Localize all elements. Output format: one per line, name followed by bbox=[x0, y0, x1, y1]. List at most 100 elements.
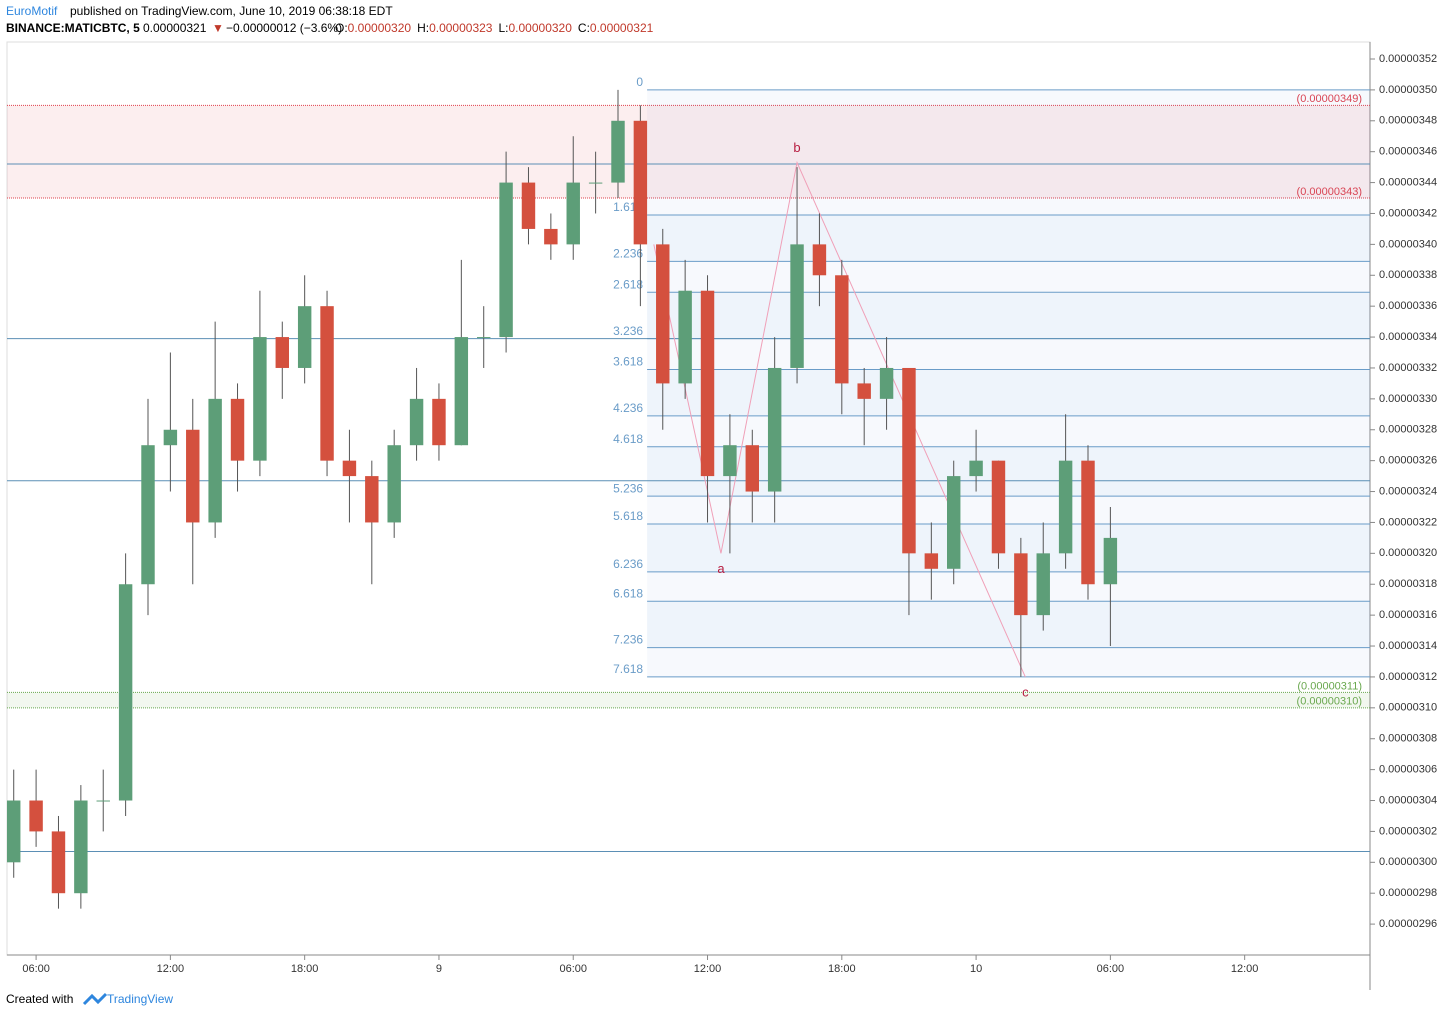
candle-body bbox=[230, 398, 245, 461]
fib-label: 6.236 bbox=[613, 557, 643, 571]
candle-body bbox=[857, 383, 871, 399]
wave-label: b bbox=[793, 140, 800, 155]
candle-body bbox=[879, 367, 894, 399]
fib-band bbox=[647, 523, 1370, 572]
down-arrow: ▼ bbox=[212, 21, 224, 35]
candle-body bbox=[275, 337, 289, 368]
y-tick-label: 0.00000328 bbox=[1379, 424, 1437, 436]
fib-band bbox=[647, 292, 1370, 339]
footer: Created with bbox=[6, 992, 73, 1006]
candle-body bbox=[365, 476, 379, 523]
y-tick-label: 0.00000302 bbox=[1379, 825, 1437, 837]
publisher[interactable]: EuroMotif bbox=[6, 4, 58, 18]
y-tick-label: 0.00000346 bbox=[1379, 146, 1437, 158]
candle-body bbox=[409, 398, 424, 446]
brand[interactable]: TradingView bbox=[107, 992, 173, 1006]
brand-logo bbox=[82, 992, 108, 1006]
fib-band bbox=[647, 261, 1370, 293]
candle-body bbox=[656, 244, 670, 384]
y-tick-label: 0.00000332 bbox=[1379, 362, 1437, 374]
candle-body bbox=[141, 445, 155, 585]
candle-body bbox=[51, 831, 66, 894]
ohlc-label: C: bbox=[578, 21, 590, 35]
candle-body bbox=[1014, 553, 1028, 616]
candle-body bbox=[387, 445, 401, 523]
x-tick-label: 06:00 bbox=[559, 963, 587, 975]
ohlc-label: L: bbox=[498, 21, 508, 35]
candle-body bbox=[745, 445, 759, 492]
zone-top-label: (0.00000349) bbox=[1297, 93, 1362, 105]
candle-body bbox=[812, 244, 827, 276]
x-tick-label: 10 bbox=[970, 963, 982, 975]
ohlc-value: 0.00000321 bbox=[590, 21, 654, 35]
fib-band bbox=[647, 415, 1370, 447]
ohlc-value: 0.00000323 bbox=[429, 21, 493, 35]
y-tick-label: 0.00000344 bbox=[1379, 176, 1437, 188]
published: published on TradingView.com, June 10, 2… bbox=[70, 4, 393, 18]
x-tick-label: 06:00 bbox=[1097, 963, 1125, 975]
x-tick-label: 18:00 bbox=[291, 963, 319, 975]
y-tick-label: 0.00000308 bbox=[1379, 733, 1437, 745]
candle-body bbox=[991, 460, 1006, 554]
x-tick-label: 06:00 bbox=[22, 963, 50, 975]
candle-body bbox=[253, 337, 267, 461]
fib-band bbox=[647, 89, 1370, 216]
candle-body bbox=[454, 337, 469, 446]
candle-body bbox=[566, 182, 580, 245]
candle-body bbox=[521, 182, 536, 229]
candle-body bbox=[297, 306, 312, 368]
x-tick-label: 18:00 bbox=[828, 963, 856, 975]
candle-body bbox=[96, 800, 110, 802]
y-tick-label: 0.00000326 bbox=[1379, 455, 1437, 467]
candle-body bbox=[790, 244, 804, 368]
y-tick-label: 0.00000348 bbox=[1379, 115, 1437, 127]
y-tick-label: 0.00000336 bbox=[1379, 300, 1437, 312]
candle-body bbox=[29, 800, 43, 832]
candle-body bbox=[499, 182, 513, 338]
zone bbox=[7, 692, 1370, 708]
candle-body bbox=[320, 306, 334, 461]
y-tick-label: 0.00000296 bbox=[1379, 918, 1437, 930]
candle-body bbox=[432, 398, 446, 446]
x-tick-label: 12:00 bbox=[694, 963, 722, 975]
symbol: BINANCE:MATICBTC, 5 bbox=[6, 21, 140, 35]
zone-bottom-label: (0.00000343) bbox=[1297, 186, 1362, 198]
y-tick-label: 0.00000314 bbox=[1379, 640, 1437, 652]
candle-body bbox=[544, 228, 558, 245]
candle-body bbox=[74, 800, 88, 894]
ohlc-value: 0.00000320 bbox=[348, 21, 412, 35]
plot-frame bbox=[6, 41, 1371, 956]
y-tick-label: 0.00000316 bbox=[1379, 609, 1437, 621]
wave-label: c bbox=[1022, 684, 1029, 699]
candle-body bbox=[186, 429, 200, 523]
y-tick-label: 0.00000350 bbox=[1379, 84, 1437, 96]
fib-label: 4.236 bbox=[613, 401, 643, 415]
fib-label: 2.618 bbox=[613, 277, 643, 291]
candle-body bbox=[342, 460, 357, 477]
fib-band bbox=[647, 338, 1370, 370]
candle-body bbox=[969, 460, 983, 477]
fib-label: 4.618 bbox=[613, 432, 643, 446]
candle-body bbox=[1103, 537, 1118, 585]
candle-body bbox=[588, 182, 603, 184]
ohlc-label: O: bbox=[335, 21, 348, 35]
y-tick-label: 0.00000322 bbox=[1379, 516, 1437, 528]
fib-band bbox=[647, 647, 1370, 677]
candle-body bbox=[947, 476, 961, 569]
candle-body bbox=[7, 800, 21, 863]
ohlc-label: H: bbox=[417, 21, 429, 35]
y-tick-label: 0.00000340 bbox=[1379, 238, 1437, 250]
candle-body bbox=[678, 290, 692, 384]
candle-body bbox=[1036, 553, 1050, 616]
candle-body bbox=[163, 429, 178, 446]
x-tick-label: 12:00 bbox=[157, 963, 185, 975]
ohlc-value: 0.00000320 bbox=[509, 21, 573, 35]
y-tick-label: 0.00000310 bbox=[1379, 702, 1437, 714]
change: −0.00000012 (−3.6%) bbox=[226, 21, 342, 35]
candle-body bbox=[723, 445, 737, 477]
x-tick-label: 12:00 bbox=[1231, 963, 1259, 975]
y-tick-label: 0.00000352 bbox=[1379, 53, 1437, 65]
candle-body bbox=[835, 275, 849, 384]
fib-band bbox=[647, 571, 1370, 602]
